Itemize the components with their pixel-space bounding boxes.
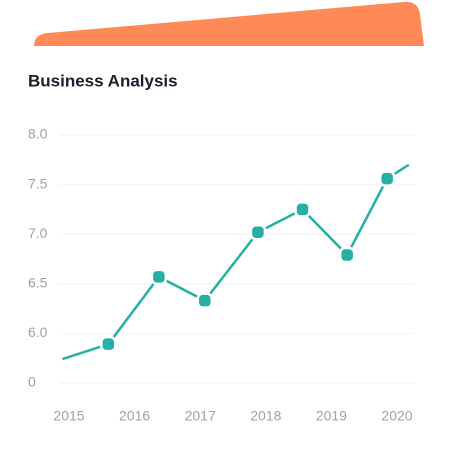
point-marker bbox=[100, 335, 117, 353]
point-marker bbox=[150, 268, 168, 286]
y-tick-label: 6.0 bbox=[28, 324, 48, 340]
y-tick-label: 8.0 bbox=[28, 126, 48, 142]
x-tick-label: 2018 bbox=[250, 408, 281, 424]
point-marker bbox=[294, 201, 311, 218]
y-tick-label: 0 bbox=[28, 374, 36, 390]
point-marker bbox=[378, 170, 396, 187]
x-tick-label: 2019 bbox=[316, 408, 347, 424]
chart-title: Business Analysis bbox=[28, 71, 178, 90]
x-tick-label: 2017 bbox=[185, 408, 216, 424]
line bbox=[62, 163, 410, 361]
decorative-card bbox=[34, 1, 424, 47]
x-tick-label: 2016 bbox=[119, 408, 150, 424]
x-tick-label: 2015 bbox=[53, 408, 84, 424]
y-tick-label: 7.0 bbox=[28, 225, 48, 241]
y-tick-label: 6.5 bbox=[28, 275, 48, 291]
point-marker bbox=[196, 292, 214, 309]
point-marker bbox=[249, 223, 267, 241]
x-tick-label: 2020 bbox=[381, 408, 412, 424]
point-marker bbox=[338, 246, 356, 264]
y-tick-label: 7.5 bbox=[28, 175, 48, 191]
